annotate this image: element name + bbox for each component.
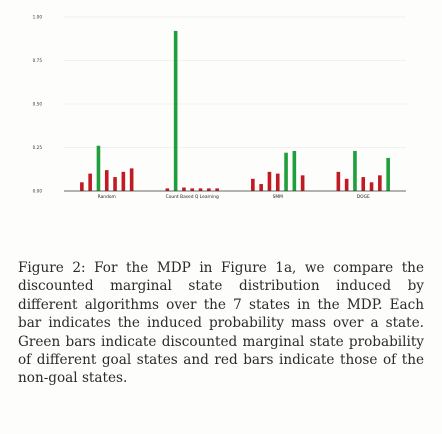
bar-non-goal: [251, 178, 255, 191]
state-distribution-chart: 0.00 0.25 0.50 0.75 1.00 Random Count Based Q …: [33, 15, 406, 201]
bar-non-goal: [207, 188, 211, 191]
bar-non-goal: [215, 188, 219, 191]
bar-non-goal: [300, 175, 305, 191]
bar-non-goal: [104, 170, 109, 191]
bar-non-goal: [267, 171, 272, 191]
bar-goal: [353, 150, 357, 191]
bar-goal: [386, 157, 390, 191]
x-category-label: Count Based Q Learning: [166, 194, 219, 200]
bar-non-goal: [121, 171, 126, 191]
x-category-label: DOGE: [357, 194, 370, 200]
bar-goal: [292, 150, 297, 191]
bar-non-goal: [259, 184, 263, 191]
bar-non-goal: [113, 177, 117, 191]
bar-goal: [284, 152, 288, 191]
figure-caption: Figure 2: For the MDP in Figure 1a, we c…: [18, 260, 424, 387]
x-category-label: Random: [98, 194, 116, 200]
bar-non-goal: [344, 178, 349, 191]
x-category-label: SMM: [273, 194, 284, 200]
bars: [80, 30, 390, 192]
bar-non-goal: [88, 173, 92, 191]
y-tick-label: 0.75: [33, 58, 43, 63]
y-tick-label: 0.25: [33, 145, 43, 150]
gridlines: [64, 16, 406, 148]
bar-non-goal: [80, 182, 84, 191]
bar-non-goal: [165, 188, 170, 191]
bar-non-goal: [129, 168, 134, 191]
bar-non-goal: [378, 175, 382, 191]
y-tick-label: 0.00: [33, 189, 43, 194]
y-tick-label: 1.00: [33, 15, 43, 20]
bar-non-goal: [361, 177, 366, 191]
y-tick-label: 0.50: [33, 102, 43, 107]
bar-goal: [173, 30, 178, 192]
bar-non-goal: [190, 188, 195, 191]
bar-goal: [96, 145, 101, 191]
labels: 0.00 0.25 0.50 0.75 1.00 Random Count Based Q …: [33, 15, 370, 201]
bar-non-goal: [182, 187, 186, 191]
bar-non-goal: [369, 182, 374, 191]
bar-non-goal: [275, 173, 280, 191]
bar-non-goal: [336, 171, 341, 191]
bar-non-goal: [198, 188, 203, 191]
